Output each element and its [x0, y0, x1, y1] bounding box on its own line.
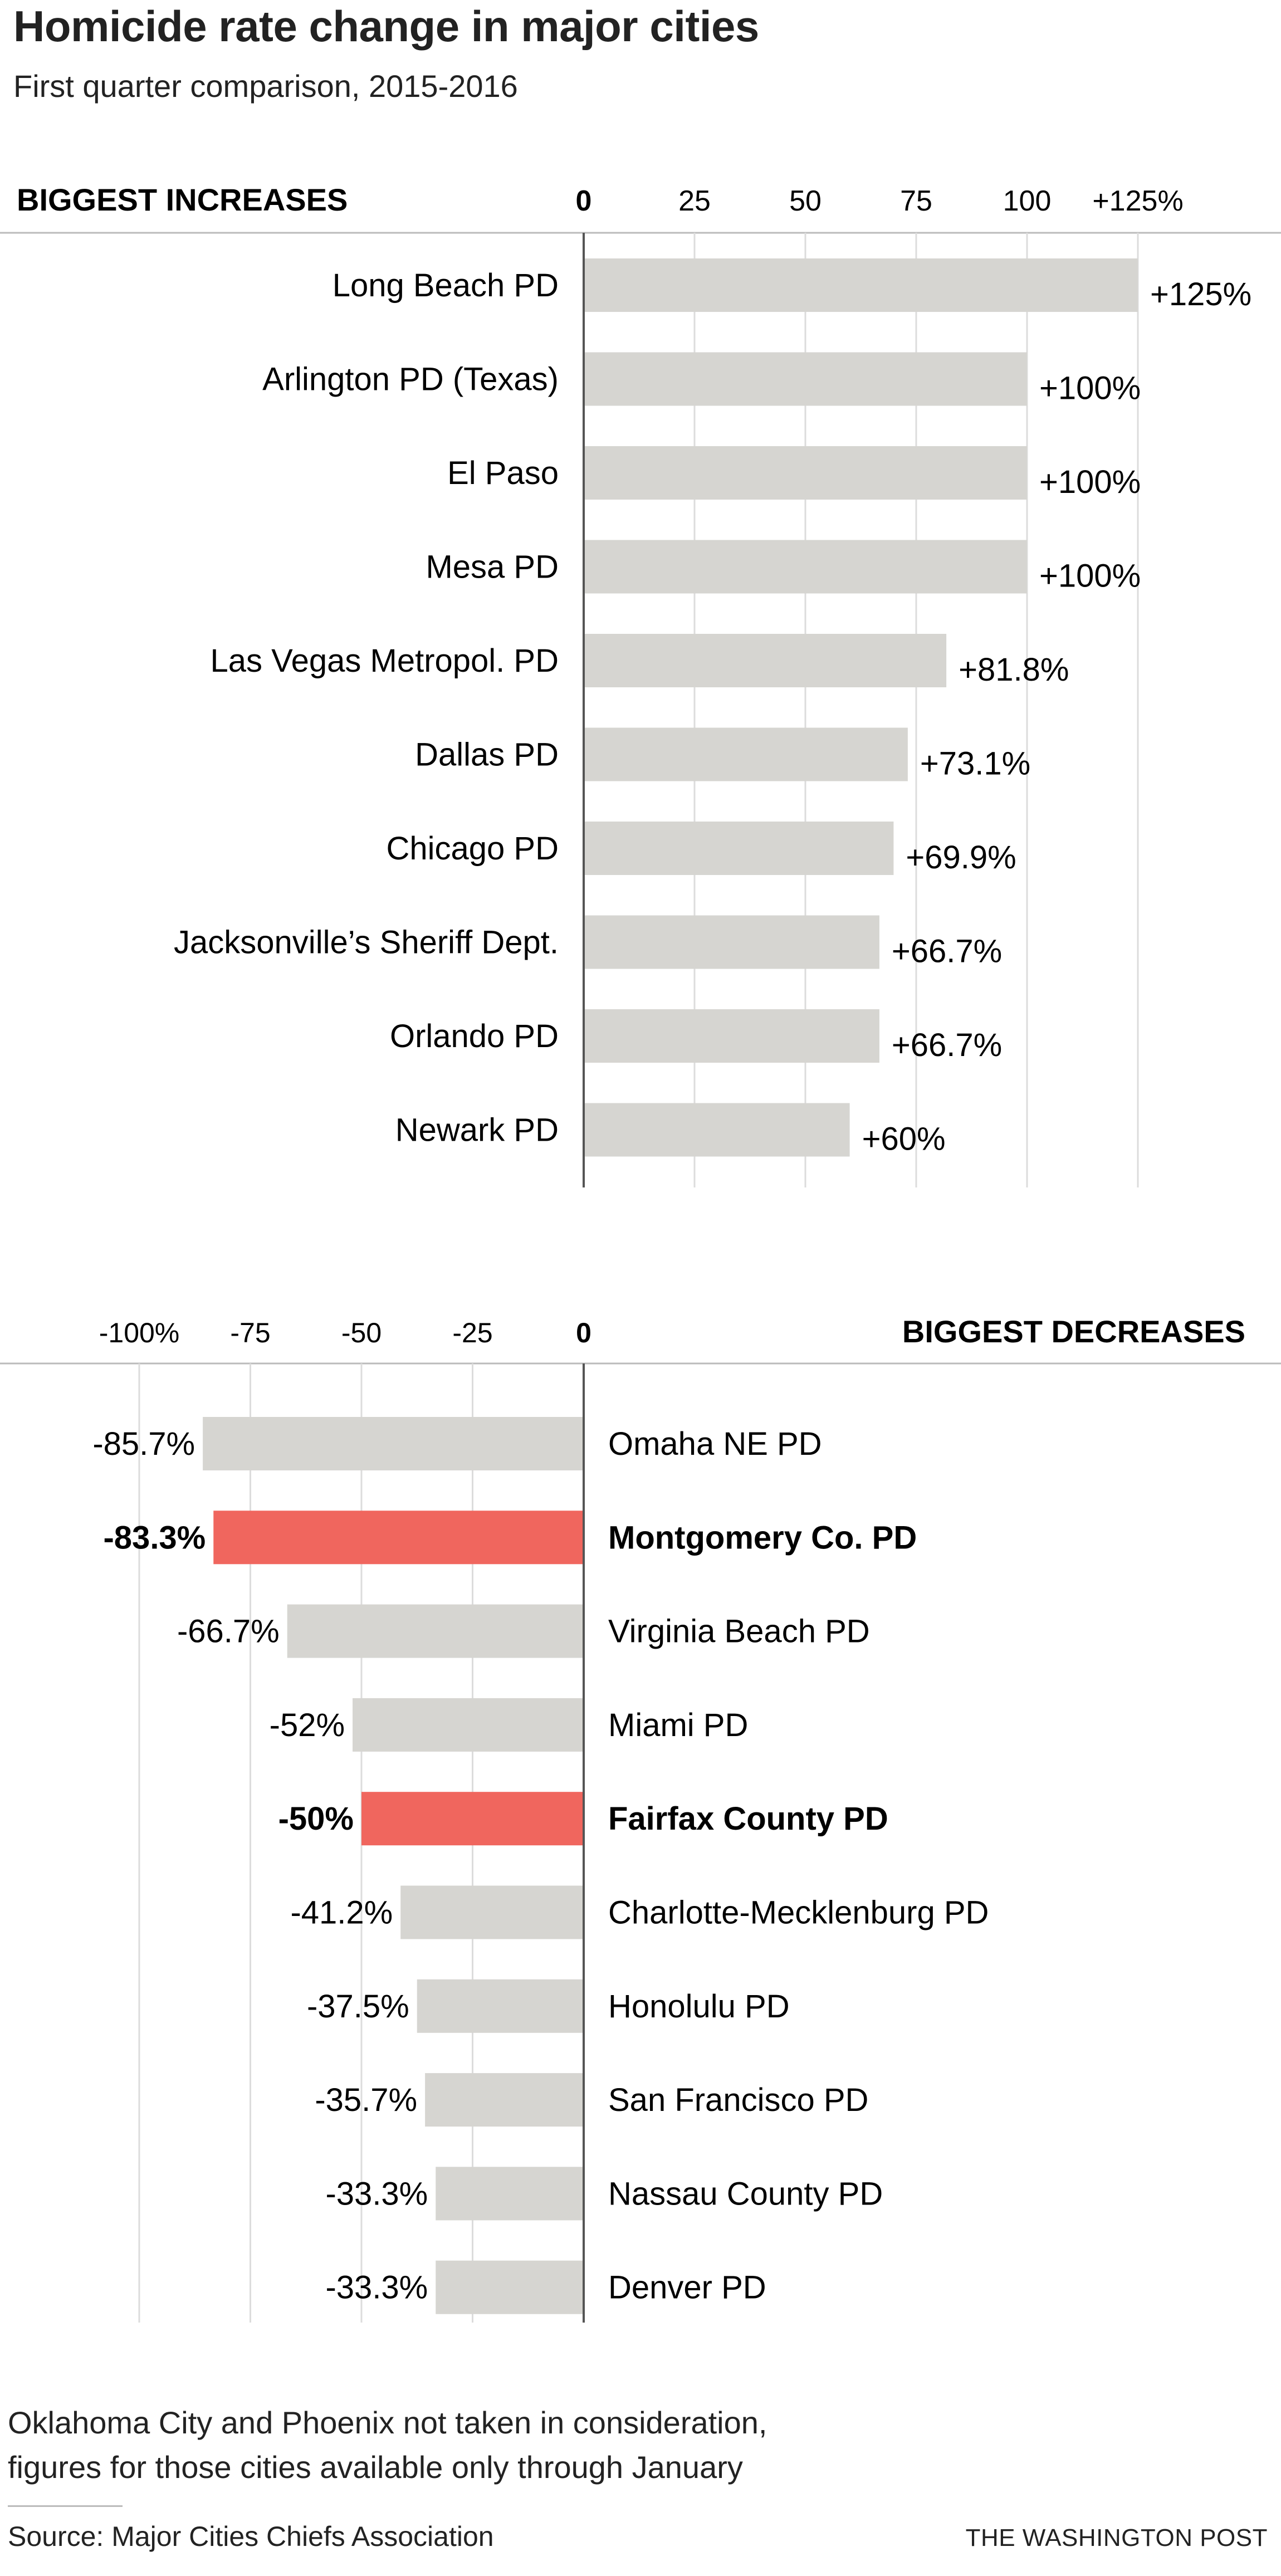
- category-label: Long Beach PD: [333, 267, 559, 304]
- highlighted-bar: [213, 1511, 584, 1565]
- page-title: Homicide rate change in major cities: [13, 2, 759, 51]
- category-label: Jacksonville’s Sheriff Dept.: [174, 925, 559, 961]
- bar: [425, 2073, 584, 2127]
- data-label: -33.3%: [325, 2176, 428, 2212]
- bar: [584, 915, 879, 969]
- panel-title: BIGGEST INCREASES: [17, 182, 348, 217]
- footnote: Oklahoma City and Phoenix not taken in c…: [8, 2401, 767, 2490]
- data-label: +100%: [1039, 464, 1141, 500]
- bar: [584, 1009, 879, 1063]
- bar: [400, 1885, 584, 1939]
- category-label: Honolulu PD: [608, 1988, 790, 2025]
- data-label: +60%: [862, 1121, 946, 1157]
- tick-label: +125%: [1092, 185, 1183, 217]
- page-subtitle: First quarter comparison, 2015-2016: [13, 69, 518, 104]
- category-label: El Paso: [447, 455, 559, 491]
- bar: [584, 540, 1027, 594]
- category-label: Virginia Beach PD: [608, 1614, 870, 1650]
- publisher-credit: THE WASHINGTON POST: [965, 2524, 1268, 2551]
- category-label: San Francisco PD: [608, 2082, 868, 2118]
- category-label: Arlington PD (Texas): [262, 361, 559, 398]
- data-label: -33.3%: [325, 2270, 428, 2306]
- bar: [353, 1698, 584, 1752]
- data-label: -83.3%: [103, 1519, 206, 1556]
- bar: [584, 258, 1138, 312]
- data-label: +66.7%: [892, 933, 1002, 970]
- bar: [287, 1604, 584, 1658]
- source-divider: [8, 2505, 123, 2507]
- bar: [203, 1417, 584, 1470]
- data-label: +125%: [1150, 276, 1251, 312]
- bar: [584, 727, 908, 781]
- tick-label: -100%: [99, 1317, 180, 1348]
- tick-label: 0: [576, 185, 592, 217]
- tick-label: 0: [576, 1317, 591, 1348]
- bar: [417, 1979, 584, 2033]
- category-label: Montgomery Co. PD: [608, 1519, 917, 1556]
- bar: [584, 352, 1027, 406]
- data-label: +100%: [1039, 558, 1141, 594]
- data-label: -37.5%: [307, 1988, 409, 2025]
- category-label: Dallas PD: [415, 737, 559, 773]
- bar: [584, 822, 894, 875]
- data-label: -41.2%: [290, 1895, 393, 1931]
- category-label: Orlando PD: [390, 1018, 559, 1054]
- tick-label: 50: [789, 185, 822, 217]
- footnote-line: Oklahoma City and Phoenix not taken in c…: [8, 2405, 767, 2440]
- category-label: Newark PD: [395, 1112, 559, 1148]
- data-label: -66.7%: [177, 1614, 280, 1650]
- panel-title: BIGGEST DECREASES: [902, 1314, 1245, 1349]
- category-label: Fairfax County PD: [608, 1801, 888, 1837]
- increases-panel: BIGGEST INCREASES 0 25 50 75 100 +125% Long Bea…: [0, 182, 1281, 1187]
- category-label: Charlotte-Mecklenburg PD: [608, 1895, 989, 1931]
- highlighted-bar: [361, 1792, 584, 1846]
- bar: [584, 634, 947, 687]
- footnote-line: figures for those cities available only …: [8, 2450, 743, 2485]
- data-label: -85.7%: [92, 1426, 195, 1462]
- data-label: -52%: [270, 1707, 345, 1743]
- category-label: Mesa PD: [426, 549, 559, 585]
- category-label: Denver PD: [608, 2270, 766, 2306]
- data-label: -35.7%: [315, 2082, 417, 2118]
- category-label: Las Vegas Metropol. PD: [211, 643, 559, 679]
- tick-label: 25: [678, 185, 711, 217]
- data-label: +69.9%: [906, 839, 1016, 876]
- bar: [584, 446, 1027, 500]
- tick-label: -50: [341, 1317, 382, 1348]
- data-label: +100%: [1039, 370, 1141, 407]
- category-label: Chicago PD: [387, 830, 559, 867]
- data-label: -50%: [278, 1801, 354, 1837]
- bar: [584, 1103, 850, 1157]
- category-label: Miami PD: [608, 1707, 748, 1743]
- bar: [436, 2167, 584, 2221]
- category-label: Nassau County PD: [608, 2176, 883, 2212]
- bar: [436, 2260, 584, 2314]
- category-label: Omaha NE PD: [608, 1426, 822, 1462]
- tick-label: -25: [452, 1317, 492, 1348]
- homicide-chart: BIGGEST INCREASES 0 25 50 75 100 +125% Long Bea…: [0, 182, 1281, 2323]
- tick-label: -75: [230, 1317, 270, 1348]
- decreases-panel: BIGGEST DECREASES -100% -75 -50 -25 0 Omaha NE…: [0, 1314, 1281, 2323]
- tick-label: 100: [1003, 185, 1052, 217]
- data-label: +73.1%: [920, 746, 1030, 782]
- tick-label: 75: [900, 185, 932, 217]
- data-label: +66.7%: [892, 1027, 1002, 1063]
- source-text: Source: Major Cities Chiefs Association: [8, 2521, 494, 2552]
- data-label: +81.8%: [959, 652, 1069, 688]
